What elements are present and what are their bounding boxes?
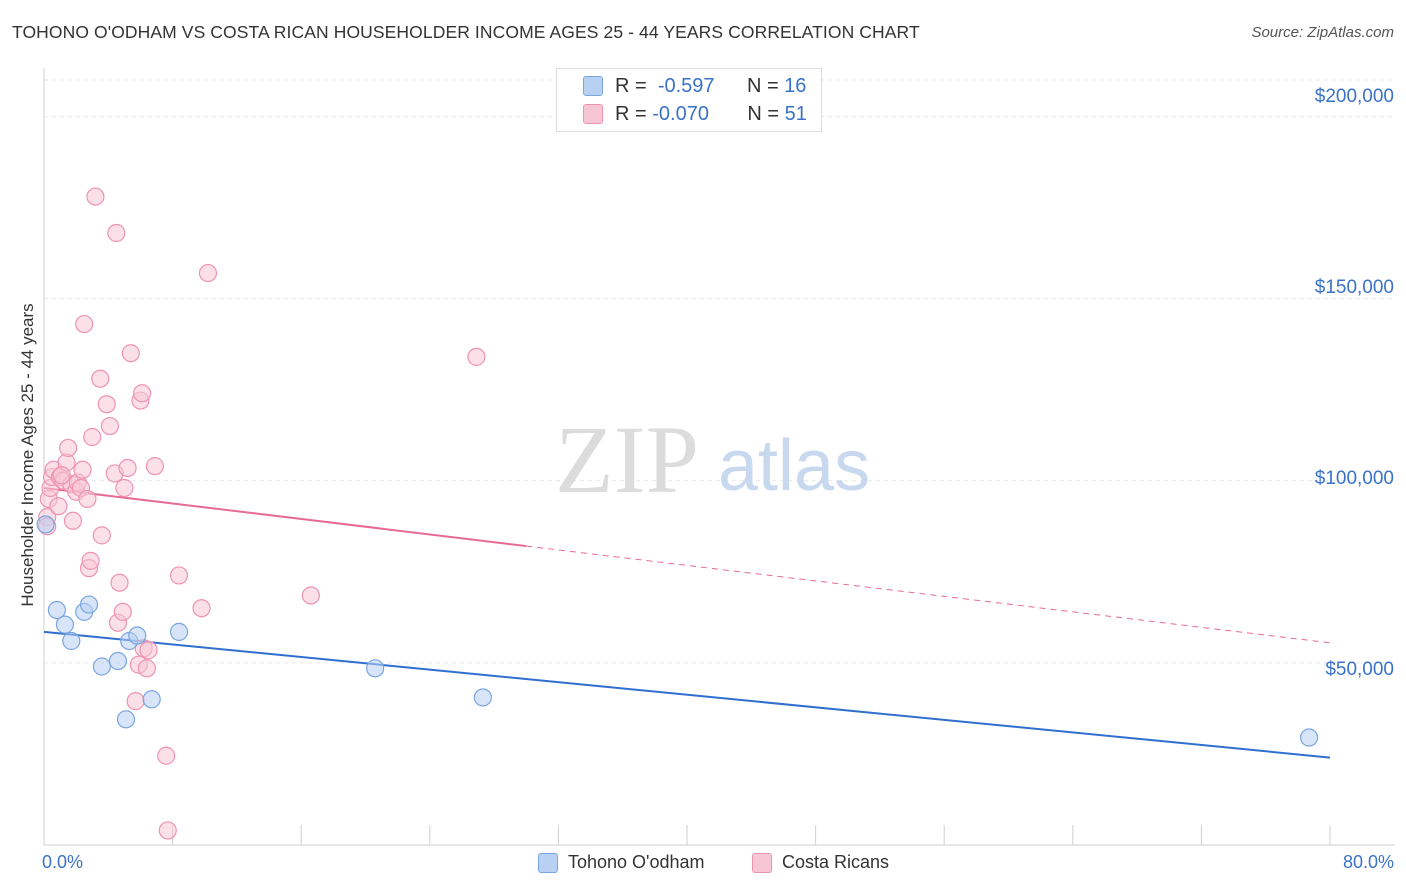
data-point-tohono: [55, 615, 74, 634]
legend-n-label: N =: [747, 102, 780, 125]
data-point-costa-rican: [137, 659, 156, 678]
legend-row-costa-rican: R = -0.070 N = 51: [583, 101, 807, 127]
correlation-legend: R = -0.597 N = 16 R = -0.070 N = 51: [556, 68, 822, 132]
zipatlas-watermark: ZIP atlas: [555, 406, 870, 513]
data-point-costa-rican: [49, 497, 68, 516]
watermark-zip: ZIP: [555, 406, 699, 513]
data-point-tohono: [142, 690, 161, 709]
series-legend-costa-rican: Costa Ricans: [752, 852, 889, 873]
data-point-costa-rican: [92, 526, 111, 545]
data-point-costa-rican: [139, 641, 158, 660]
legend-r-label: R =: [615, 102, 647, 125]
y-tick-label-50k: $50,000: [1325, 659, 1394, 680]
y-tick-label-100k: $100,000: [1314, 468, 1394, 489]
data-point-costa-rican: [83, 427, 102, 447]
axes: [43, 68, 1395, 846]
data-point-costa-rican: [75, 314, 94, 334]
legend-n-value: 16: [784, 74, 807, 97]
data-point-costa-rican: [192, 599, 211, 618]
trend-line-solid-1: [43, 487, 527, 548]
data-point-tohono: [128, 626, 147, 645]
x-tick-label-max: 80.0%: [1342, 852, 1394, 872]
data-point-costa-rican: [198, 263, 218, 283]
legend-n-value: 51: [784, 102, 807, 125]
legend-r-value: -0.070: [652, 102, 709, 125]
series-swatch-pink: [752, 852, 772, 873]
y-tick-label-200k: $200,000: [1314, 86, 1394, 107]
data-point-costa-rican: [145, 457, 165, 476]
legend-row-tohono: R = -0.597 N = 16: [583, 73, 806, 99]
data-point-costa-rican: [97, 395, 116, 414]
data-point-costa-rican: [52, 466, 71, 485]
series-name-tohono: Tohono O'odham: [568, 852, 705, 872]
data-point-tohono: [92, 657, 111, 676]
data-point-tohono: [473, 688, 492, 707]
data-point-costa-rican: [126, 692, 145, 711]
legend-n-label: N =: [746, 74, 779, 97]
data-point-costa-rican: [107, 223, 126, 243]
data-point-costa-rican: [158, 821, 177, 840]
data-point-costa-rican: [73, 460, 92, 479]
data-point-tohono: [116, 710, 136, 729]
data-point-tohono: [62, 631, 81, 651]
legend-swatch-blue: [583, 76, 603, 96]
series-legend-tohono: Tohono O'odham: [538, 852, 705, 873]
data-point-costa-rican: [169, 566, 189, 585]
trend-line-0: [43, 630, 1331, 759]
data-point-tohono: [79, 595, 99, 614]
trend-line-dashed-1: [526, 545, 1331, 644]
data-point-costa-rican: [78, 489, 97, 509]
data-points: [36, 187, 1319, 840]
data-point-costa-rican: [113, 602, 132, 621]
data-point-costa-rican: [115, 478, 134, 498]
chart-title: TOHONO O'ODHAM VS COSTA RICAN HOUSEHOLDE…: [12, 22, 920, 42]
data-point-tohono: [47, 600, 66, 620]
legend-swatch-pink: [583, 104, 603, 124]
data-point-costa-rican: [110, 573, 129, 592]
data-point-costa-rican: [86, 187, 105, 206]
data-point-costa-rican: [301, 586, 320, 605]
data-point-tohono: [108, 651, 128, 671]
series-swatch-blue: [538, 852, 558, 873]
gridlines: [44, 79, 1395, 664]
data-point-costa-rican: [467, 347, 486, 366]
legend-r-label: R =: [615, 74, 647, 97]
trend-lines: [43, 487, 1331, 759]
data-point-costa-rican: [63, 511, 83, 530]
data-point-tohono: [1300, 728, 1319, 747]
data-point-costa-rican: [121, 344, 140, 363]
data-point-costa-rican: [81, 551, 100, 570]
legend-r-value: -0.597: [657, 74, 715, 97]
source-label: Source: ZipAtlas.com: [1251, 24, 1394, 41]
data-point-costa-rican: [157, 746, 176, 765]
data-point-tohono: [366, 659, 385, 678]
data-point-tohono: [36, 515, 55, 534]
y-tick-label-150k: $150,000: [1314, 277, 1394, 298]
data-point-tohono: [169, 622, 189, 641]
data-point-costa-rican: [59, 438, 78, 458]
data-point-costa-rican: [132, 384, 152, 403]
data-point-costa-rican: [91, 369, 110, 388]
x-tick-label-min: 0.0%: [42, 852, 84, 872]
data-point-costa-rican: [100, 416, 120, 436]
watermark-atlas: atlas: [718, 426, 870, 506]
series-name-costa-rican: Costa Ricans: [782, 852, 890, 872]
data-point-costa-rican: [118, 458, 137, 478]
y-axis-label: Householder Income Ages 25 - 44 years: [18, 303, 37, 607]
